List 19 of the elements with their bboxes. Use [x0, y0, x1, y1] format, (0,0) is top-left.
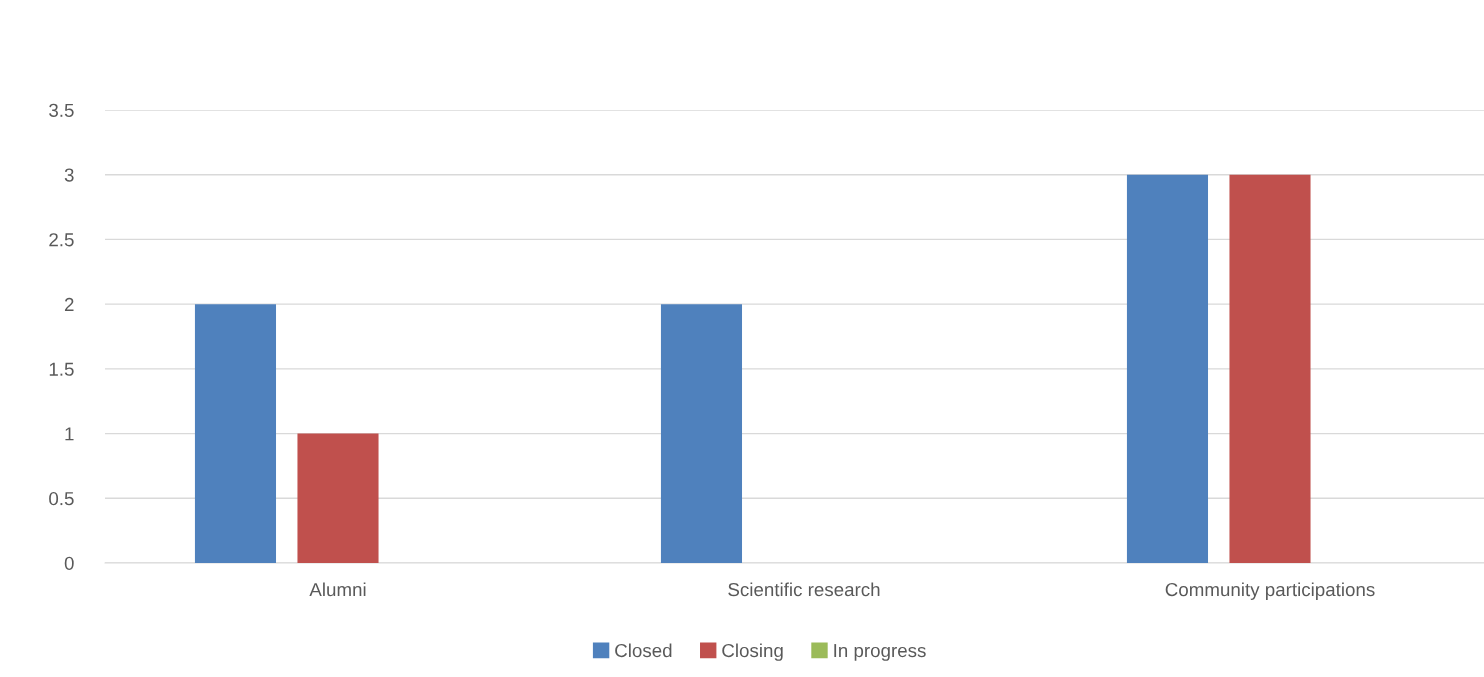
legend-label: Closed [615, 643, 672, 658]
y-tick-label: 1.5 [49, 362, 74, 376]
x-tick-label: Alumni [309, 582, 366, 597]
y-tick-label: 0.5 [49, 491, 74, 506]
bar [297, 433, 379, 563]
bar [194, 304, 277, 563]
legend-label: In progress [834, 644, 926, 661]
legend-label: Closing [722, 643, 783, 661]
y-tick-label: 2 [64, 297, 74, 311]
bar [1229, 174, 1311, 563]
y-tick-label: 2.5 [49, 233, 74, 247]
y-tick-label: 0 [64, 556, 74, 570]
bar [660, 304, 743, 563]
y-tick-label: 3 [64, 168, 74, 182]
y-tick-label: 3.5 [49, 103, 74, 117]
bar [1126, 174, 1209, 563]
x-tick-label: Community participations [1165, 582, 1375, 600]
x-tick-label: Scientific research [728, 582, 880, 597]
y-tick-label: 1 [65, 427, 74, 441]
